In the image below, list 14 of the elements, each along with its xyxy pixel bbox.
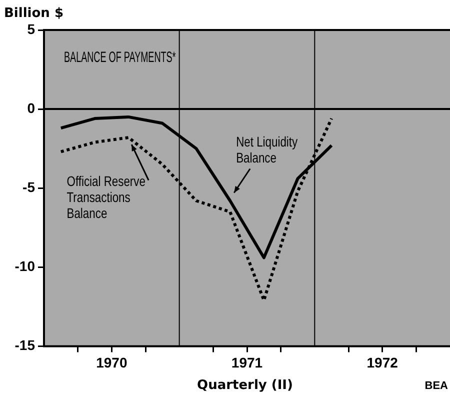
y-tick-label: -10	[14, 258, 36, 274]
y-tick-label: 5	[27, 20, 36, 37]
y-tick-label: 0	[27, 100, 36, 116]
text: BALANCE OF PAYMENTS*	[64, 48, 176, 66]
text: BEA	[424, 380, 448, 392]
series-label: Official Reserve Transactions Balance	[66, 174, 146, 222]
y-axis-title: Billion $	[4, 6, 64, 21]
x-tick-label: 1970	[96, 354, 128, 370]
series-label: Net Liquidity Balance	[236, 134, 298, 166]
y-tick-label: -15	[14, 337, 36, 354]
x-tick-label: 1971	[231, 354, 263, 370]
y-tick-label: -5	[22, 178, 36, 195]
x-tick-label: 1972	[366, 354, 398, 370]
x-axis-title: Quarterly (II)	[197, 378, 293, 393]
